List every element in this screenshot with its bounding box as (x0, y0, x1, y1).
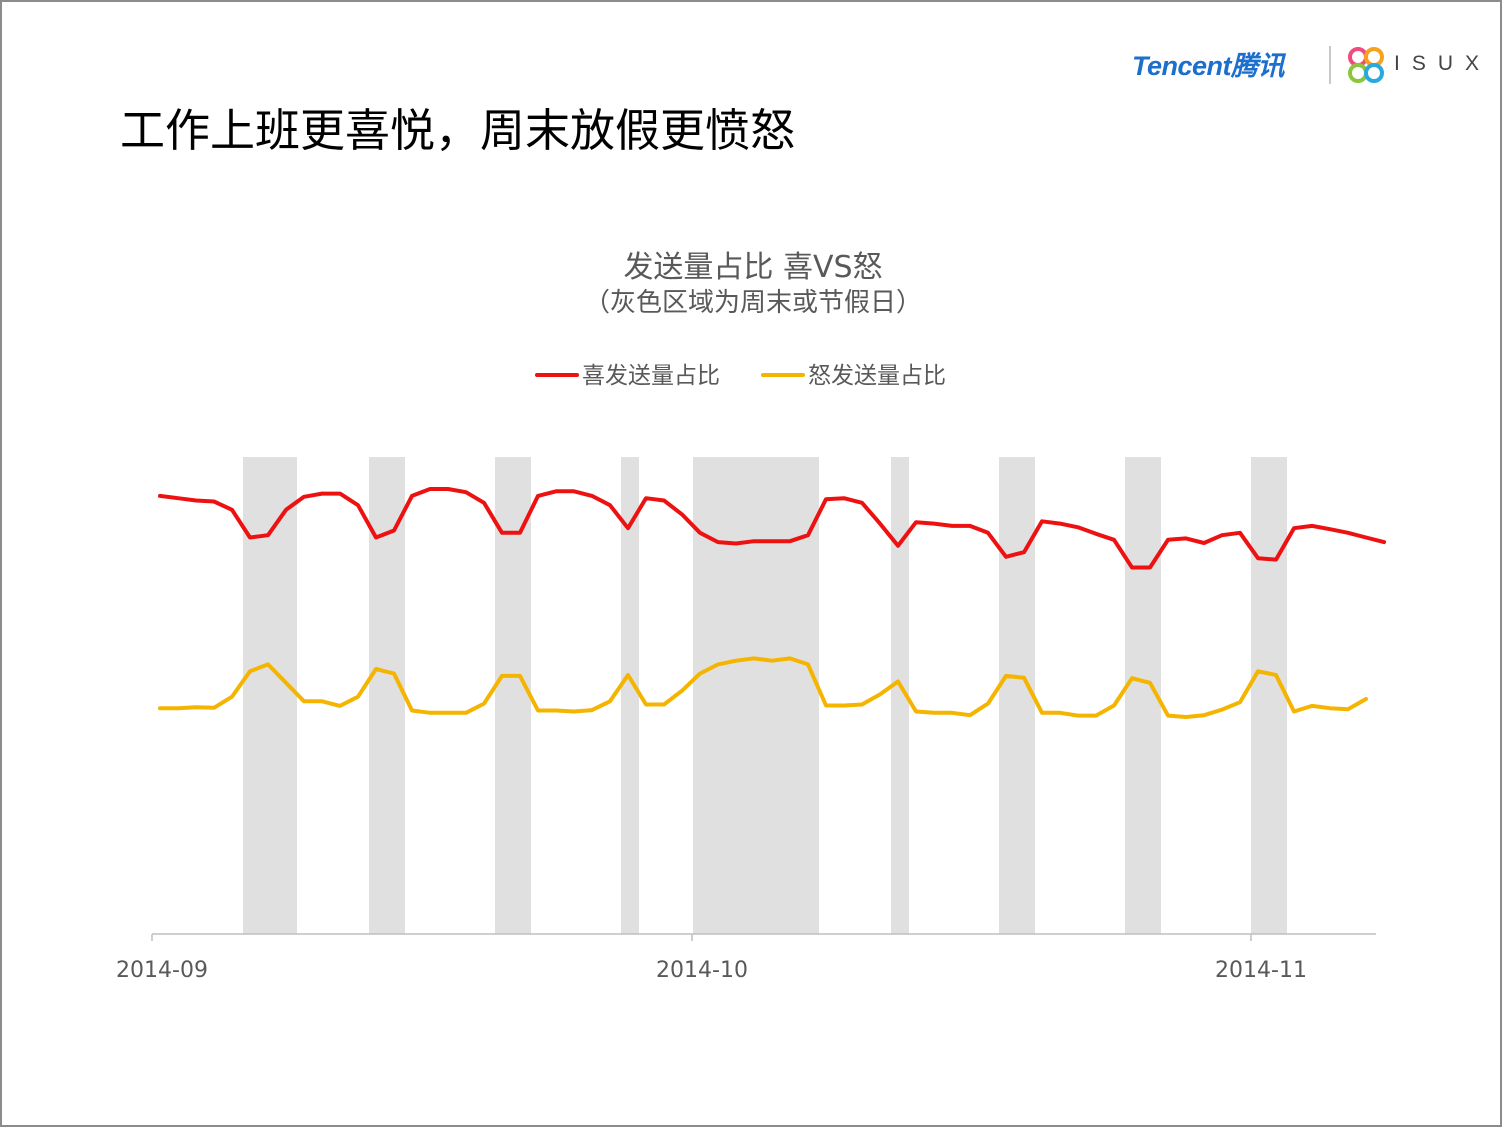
weekend-band (693, 457, 819, 934)
isux-logo: ISUX (1394, 52, 1492, 75)
x-tick-label: 2014-10 (656, 958, 748, 983)
weekend-band (1251, 457, 1287, 934)
series-line-angry (158, 656, 1368, 719)
weekend-band (369, 457, 405, 934)
x-axis: 2014-09 2014-10 2014-11 (116, 933, 1376, 983)
legend: 喜发送量占比 怒发送量占比 (535, 363, 946, 389)
weekend-band (495, 457, 531, 934)
series-line-happy (158, 487, 1386, 570)
weekend-band (999, 457, 1035, 934)
x-tick-label: 2014-09 (116, 958, 208, 983)
legend-label-happy: 喜发送量占比 (582, 363, 720, 389)
tencent-logo: Tencent腾讯 (1132, 51, 1285, 81)
x-tick-label: 2014-11 (1215, 958, 1307, 983)
weekend-band (243, 457, 297, 934)
page-title: 工作上班更喜悦，周末放假更愤怒 (120, 104, 796, 157)
series-lines (158, 487, 1386, 719)
weekend-shading (243, 457, 1287, 934)
isux-logo-icon (1348, 47, 1384, 83)
weekend-band (891, 457, 909, 934)
chart-title: 发送量占比 喜VS怒 (623, 250, 883, 285)
logo-divider (1329, 46, 1331, 84)
weekend-band (621, 457, 639, 934)
legend-label-angry: 怒发送量占比 (808, 363, 946, 389)
chart-subtitle: （灰色区域为周末或节假日） (583, 288, 922, 318)
